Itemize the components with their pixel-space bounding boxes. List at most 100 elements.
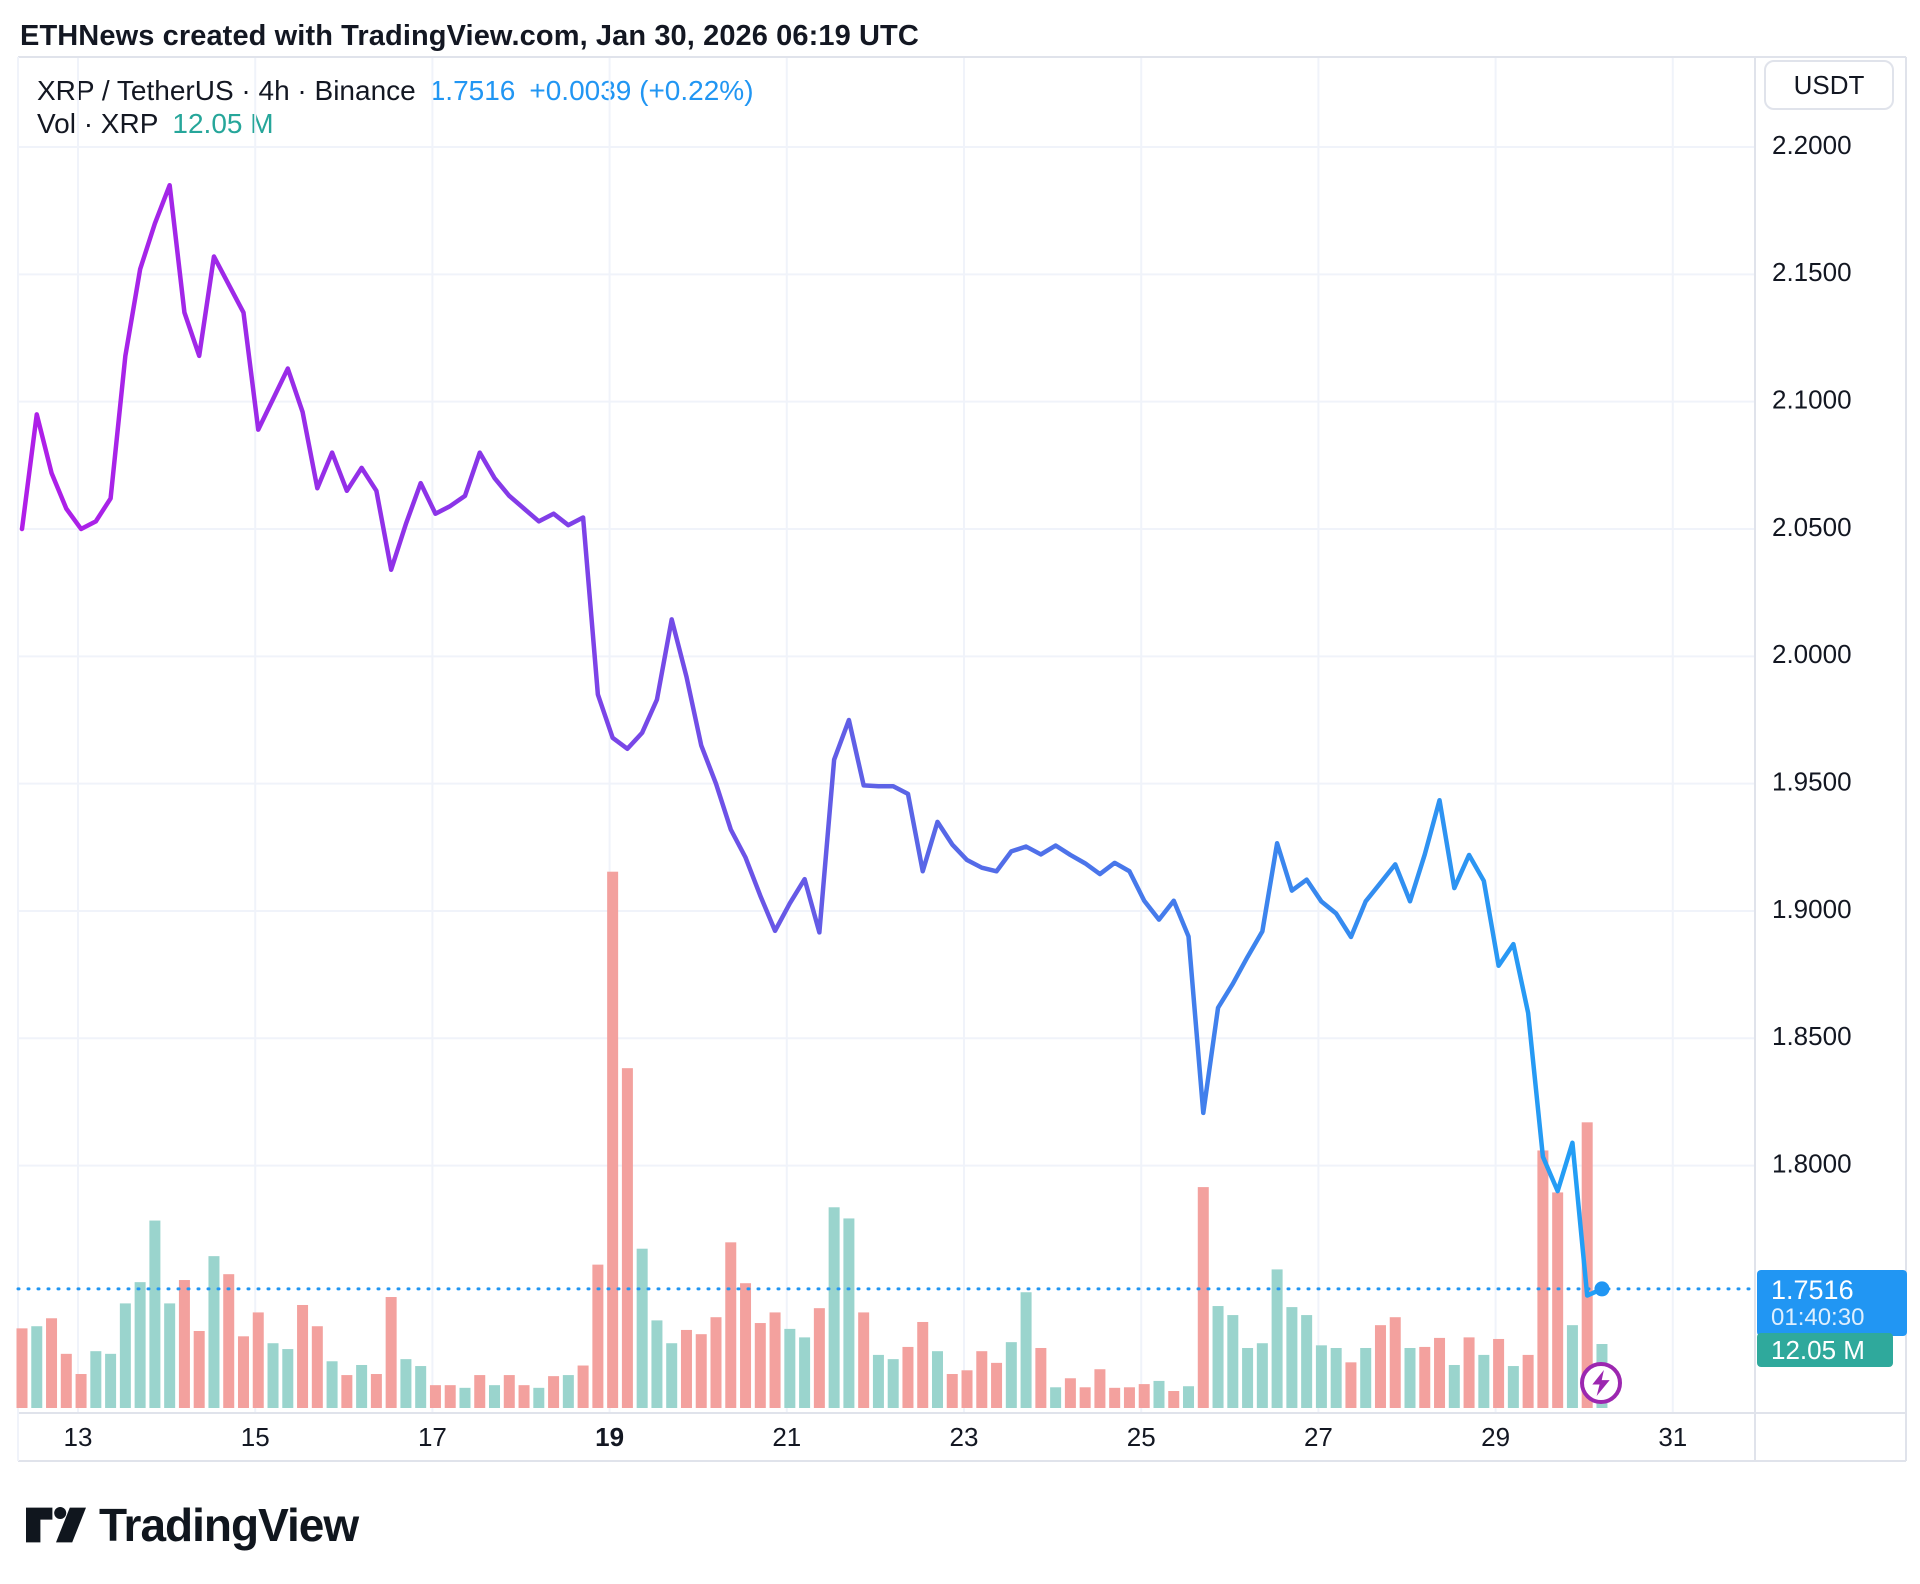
- volume-bar: [1581, 1122, 1593, 1408]
- volume-bar: [1374, 1325, 1386, 1408]
- volume-bar: [1478, 1354, 1490, 1408]
- volume-bar: [666, 1343, 678, 1408]
- tradingview-logo[interactable]: TradingView: [26, 1498, 359, 1552]
- x-axis-label: 31: [1658, 1422, 1687, 1452]
- volume-bar: [931, 1351, 943, 1408]
- legend-symbol-row[interactable]: XRP / TetherUS · 4h · Binance 1.7516 +0.…: [37, 74, 754, 107]
- x-axis-label: 25: [1127, 1422, 1156, 1452]
- volume-bar: [1035, 1347, 1047, 1408]
- x-axis-label: 27: [1304, 1422, 1333, 1452]
- volume-bar: [444, 1385, 456, 1408]
- price-change: +0.0039 (+0.22%): [529, 75, 754, 106]
- volume-bar: [1448, 1364, 1460, 1408]
- x-axis-label: 13: [64, 1422, 93, 1452]
- y-axis-label: 2.2000: [1772, 130, 1852, 160]
- volume-bar: [75, 1374, 87, 1408]
- volume-bar: [946, 1374, 958, 1408]
- volume-bar: [178, 1280, 190, 1408]
- volume-bar: [636, 1248, 648, 1408]
- volume-bar: [1109, 1387, 1121, 1408]
- y-axis-label: 2.0000: [1772, 639, 1852, 669]
- volume-bar: [149, 1220, 161, 1408]
- volume-bar: [459, 1387, 471, 1408]
- volume-bar: [1197, 1187, 1209, 1408]
- volume-bar: [533, 1387, 545, 1408]
- volume-bar: [1493, 1338, 1505, 1408]
- chart-legend: XRP / TetherUS · 4h · Binance 1.7516 +0.…: [37, 74, 754, 140]
- volume-bar: [1094, 1369, 1106, 1408]
- volume-badge: 12.05 M: [1757, 1333, 1893, 1367]
- volume-bar: [1522, 1354, 1534, 1408]
- y-axis-label: 2.1000: [1772, 385, 1852, 415]
- volume-bar: [282, 1349, 294, 1408]
- volume-bar: [1434, 1337, 1446, 1408]
- volume-bar: [680, 1329, 692, 1408]
- volume-bar: [917, 1321, 929, 1408]
- volume-bar: [843, 1218, 855, 1408]
- volume-bar: [1301, 1315, 1313, 1408]
- volume-bar: [1168, 1391, 1180, 1408]
- volume-bar: [695, 1334, 707, 1408]
- volume-bar: [1242, 1347, 1254, 1408]
- volume-bar: [1566, 1325, 1578, 1408]
- volume-bar: [297, 1304, 309, 1408]
- volume-bar: [828, 1207, 840, 1408]
- volume-bar: [1271, 1269, 1283, 1408]
- last-price: 1.7516: [429, 75, 516, 106]
- volume-bar: [1153, 1380, 1165, 1408]
- currency-toggle-button[interactable]: USDT: [1764, 60, 1894, 110]
- volume-bar: [341, 1375, 353, 1408]
- volume-bar: [1404, 1347, 1416, 1408]
- legend-volume-row[interactable]: Vol · XRP 12.05 M: [37, 107, 754, 140]
- volume-bar: [267, 1343, 279, 1408]
- volume-bar: [725, 1242, 737, 1408]
- tradingview-wordmark: TradingView: [99, 1499, 359, 1551]
- volume-bar: [474, 1375, 486, 1408]
- volume-bar: [503, 1375, 515, 1408]
- volume-bar: [1360, 1347, 1372, 1408]
- volume-bar: [134, 1282, 146, 1408]
- volume-bar: [90, 1351, 102, 1408]
- volume-bar: [1138, 1384, 1150, 1408]
- volume-bar: [887, 1359, 899, 1408]
- volume-bar: [164, 1303, 176, 1408]
- volume-bar: [208, 1256, 220, 1408]
- volume-bar: [1227, 1315, 1239, 1408]
- x-axis-label: 29: [1481, 1422, 1510, 1452]
- y-axis-label: 1.9000: [1772, 894, 1852, 924]
- y-axis-label: 1.9500: [1772, 767, 1852, 797]
- volume-label: Vol · XRP: [37, 108, 159, 139]
- volume-bar: [1212, 1306, 1224, 1408]
- volume-bar: [415, 1366, 427, 1408]
- lightning-bolt-icon: [1592, 1370, 1610, 1396]
- symbol-name[interactable]: XRP / TetherUS · 4h · Binance: [37, 75, 416, 106]
- y-axis-label: 1.8500: [1772, 1021, 1852, 1051]
- volume-bar: [105, 1353, 117, 1408]
- volume-bar: [976, 1351, 988, 1408]
- volume-bar: [740, 1283, 752, 1408]
- volume-bar: [400, 1359, 412, 1408]
- volume-bar: [1330, 1347, 1342, 1408]
- x-axis-label: 23: [950, 1422, 979, 1452]
- volume-bar: [813, 1308, 825, 1408]
- volume-bar: [489, 1385, 501, 1408]
- bar-countdown: 01:40:30: [1771, 1304, 1865, 1331]
- volume-bar: [1463, 1337, 1475, 1408]
- volume-bar: [370, 1374, 382, 1408]
- volume-bar: [193, 1331, 205, 1408]
- volume-bar: [356, 1364, 368, 1408]
- volume-bar: [1123, 1387, 1135, 1408]
- instant-order-button[interactable]: [1580, 1362, 1622, 1404]
- volume-bar: [592, 1264, 604, 1408]
- volume-bar: [1507, 1366, 1519, 1408]
- volume-bar: [1389, 1317, 1401, 1408]
- volume-bar: [607, 871, 619, 1408]
- volume-bar: [223, 1274, 235, 1408]
- volume-bar: [548, 1376, 560, 1408]
- volume-bar: [1020, 1292, 1032, 1408]
- volume-bar: [872, 1354, 884, 1408]
- volume-bar: [1345, 1362, 1357, 1408]
- volume-bar: [754, 1323, 766, 1408]
